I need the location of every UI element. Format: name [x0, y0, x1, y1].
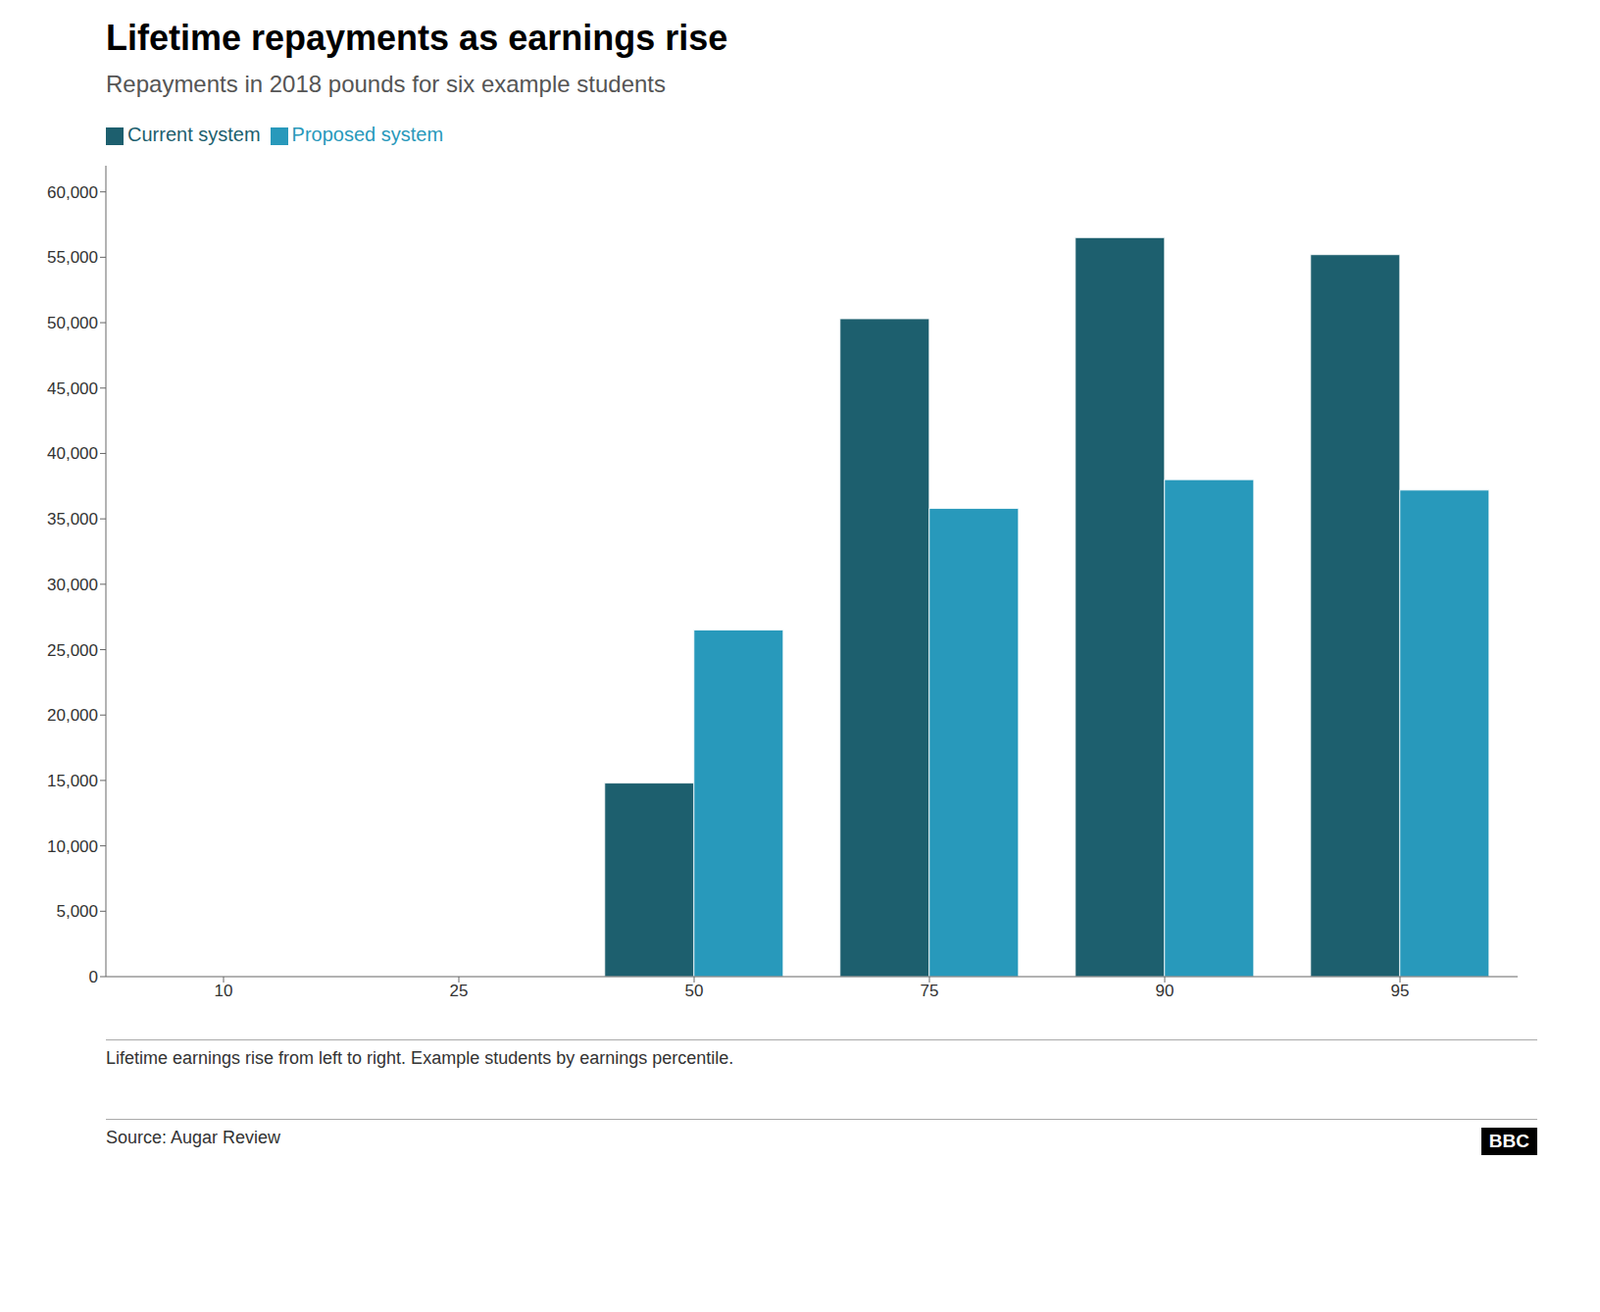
svg-text:50: 50 — [685, 981, 704, 1000]
svg-text:90: 90 — [1155, 981, 1175, 1000]
svg-text:45,000: 45,000 — [47, 379, 99, 399]
svg-text:40,000: 40,000 — [47, 444, 99, 463]
html-text:Current system: Current system — [127, 123, 261, 146]
svg-text:35,000: 35,000 — [47, 509, 99, 529]
svg-text:75: 75 — [920, 981, 940, 1000]
html-text:Repayments in 2018 pounds for: Repayments in 2018 pounds for six exampl… — [105, 70, 666, 98]
svg-text:5,000: 5,000 — [55, 901, 99, 921]
svg-text:60,000: 60,000 — [47, 183, 99, 202]
svg-text:15,000: 15,000 — [47, 771, 99, 791]
svg-text:50,000: 50,000 — [47, 313, 99, 333]
svg-text:10,000: 10,000 — [47, 837, 99, 856]
html-text:Proposed system: Proposed system — [291, 123, 444, 146]
html-text:Lifetime repayments as earning: Lifetime repayments as earnings rise — [105, 17, 728, 58]
svg-text:30,000: 30,000 — [47, 575, 99, 595]
svg-text:0: 0 — [89, 967, 99, 987]
svg-text:55,000: 55,000 — [47, 248, 99, 267]
html-text:BBC: BBC — [1489, 1130, 1530, 1151]
svg-text:95: 95 — [1391, 981, 1410, 1000]
svg-text:25,000: 25,000 — [47, 641, 99, 660]
html-text:Lifetime earnings rise from le: Lifetime earnings rise from left to righ… — [105, 1048, 734, 1068]
svg-text:20,000: 20,000 — [47, 705, 99, 725]
svg-text:25: 25 — [450, 981, 469, 1000]
html-text:Source: Augar Review: Source: Augar Review — [105, 1127, 281, 1148]
svg-text:10: 10 — [214, 981, 234, 1000]
